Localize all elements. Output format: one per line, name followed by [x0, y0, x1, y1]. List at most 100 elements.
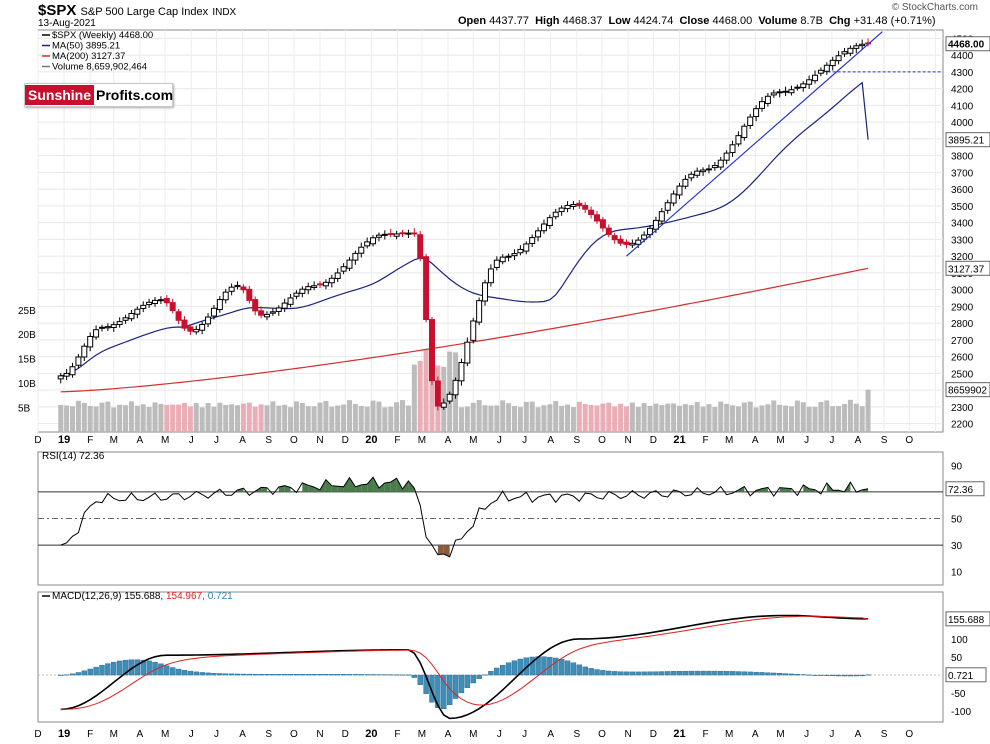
x-tick-label: M [725, 435, 733, 446]
rsi-tick-label: 10 [951, 568, 963, 579]
x-tick-label: A [547, 435, 554, 446]
candle-body [717, 159, 724, 168]
macd-histogram-bar [794, 674, 801, 676]
exchange: INDX [212, 7, 237, 18]
x-tick-label: 21 [673, 434, 685, 446]
volume-bar [176, 404, 182, 432]
volume-bar [682, 404, 688, 432]
macd-histogram-bar [771, 672, 777, 676]
macd-histogram-bar [541, 656, 547, 676]
candle-body [346, 259, 353, 269]
volume-bar [600, 403, 606, 432]
candle-body [812, 74, 819, 82]
candle-body [205, 316, 212, 325]
last-ma200-label-box [945, 260, 990, 276]
rsi-last-box [945, 481, 985, 497]
candle-body [246, 288, 253, 301]
macd-histogram-bar [747, 671, 753, 676]
volume-bar [364, 406, 370, 432]
volume-bar [252, 406, 258, 432]
macd-histogram-bar [81, 670, 88, 676]
ma50-line [60, 81, 869, 377]
price-tick-label: 3000 [951, 286, 974, 297]
x-tick-label: M [418, 435, 426, 446]
price-tick-label: 2300 [951, 403, 974, 414]
volume-bar [81, 402, 87, 432]
volume-bar [311, 406, 317, 432]
macd-histogram-bar [529, 656, 535, 676]
macd-histogram-bar [835, 674, 842, 677]
candle-body [122, 317, 129, 321]
x-tick-label: A [445, 729, 452, 740]
macd-histogram-bar [240, 673, 247, 676]
volume-tick-label: 20B [18, 330, 36, 341]
candle-body [152, 299, 159, 305]
volume-bar [700, 406, 706, 432]
macd-histogram-bar [665, 671, 671, 676]
x-tick-label: M [110, 729, 118, 740]
x-tick-label: A [547, 729, 554, 740]
macd-histogram-bar [688, 670, 694, 676]
macd-histogram-bar [464, 674, 471, 688]
macd-line [60, 614, 869, 720]
candle-body [93, 329, 100, 338]
x-tick-label: J [804, 729, 809, 740]
x-tick-label: D [34, 729, 41, 740]
macd-histogram-bar [759, 672, 765, 676]
x-tick-label: O [905, 435, 913, 446]
macd-histogram-bar [511, 660, 518, 676]
x-tick-label: 20 [365, 728, 377, 740]
macd-histogram-bar [388, 674, 394, 676]
volume-bar [211, 406, 217, 432]
candle-body [287, 297, 294, 305]
x-tick-label: F [87, 435, 93, 446]
rsi-overbought-fill [331, 485, 338, 492]
macd-histogram-bar [500, 664, 506, 676]
volume-bar [75, 400, 81, 432]
last-volume-label: 8659902 [948, 386, 987, 397]
candle-body [228, 286, 235, 292]
macd-histogram-bar [93, 666, 99, 676]
macd-histogram-bar [435, 674, 441, 709]
macd-histogram-bar [276, 674, 282, 676]
candle-body [829, 59, 836, 67]
volume-bar [423, 349, 429, 432]
volume-bar [594, 405, 600, 432]
macd-histogram-bar [164, 665, 170, 676]
x-tick-label: A [855, 729, 862, 740]
x-tick-label: D [342, 729, 349, 740]
candle-body [558, 207, 565, 213]
candle-body [423, 256, 430, 321]
candle-body [157, 299, 164, 302]
price-tick-label: 3600 [951, 185, 974, 196]
candle-body [175, 311, 182, 321]
volume-bar [264, 405, 270, 432]
macd-histogram-bar [641, 671, 647, 676]
candle-body [293, 292, 300, 297]
candle-body [676, 185, 683, 196]
macd-histogram-bar [776, 673, 783, 676]
macd-histogram-bar [376, 674, 382, 676]
last-ma50-label-box [945, 132, 990, 148]
macd-histogram-bar [311, 674, 317, 676]
macd-histogram-bar [370, 674, 376, 676]
rsi-tick-label: 50 [951, 515, 963, 526]
x-tick-label: A [137, 435, 144, 446]
candle-body [140, 304, 147, 309]
volume-bar [317, 402, 323, 432]
candle-body [617, 238, 624, 244]
volume-bar [229, 404, 235, 432]
macd-histogram-bar [199, 672, 205, 676]
macd-histogram-bar [788, 673, 795, 676]
legend-entry: MA(200) 3127.37 [52, 51, 125, 62]
rsi-oversold-fill [443, 545, 450, 557]
volume-bar [618, 403, 624, 432]
candle-body [800, 83, 807, 89]
rsi-last-label: 72.36 [948, 485, 973, 496]
macd-histogram-bar [317, 674, 323, 676]
volume-bar [382, 407, 388, 432]
volume-bar [270, 401, 276, 432]
macd-histogram-bar [446, 674, 453, 706]
legend-entry: Volume 8,659,902,464 [52, 62, 147, 73]
candle-body [69, 366, 76, 376]
